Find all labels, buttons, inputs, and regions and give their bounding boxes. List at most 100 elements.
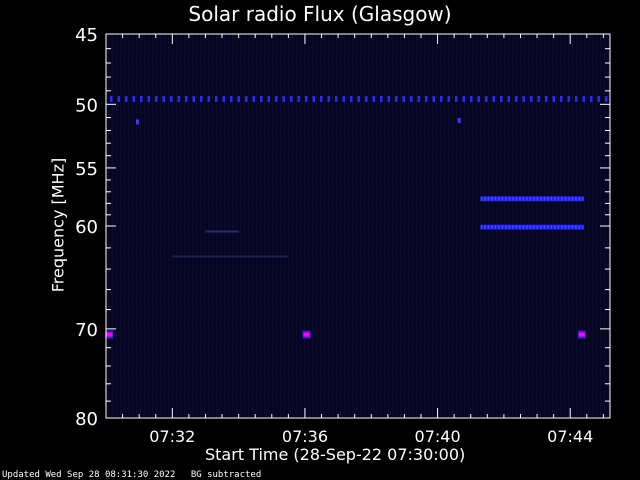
- emission-band-dot: [536, 196, 539, 201]
- emission-band-dot: [543, 196, 546, 201]
- feature-dot: [260, 95, 263, 102]
- feature-dot: [417, 95, 420, 102]
- hotspot: [578, 332, 585, 337]
- emission-band-dot: [484, 225, 486, 230]
- feature-dot: [455, 95, 458, 102]
- feature-dot: [147, 95, 150, 102]
- emission-band-dot: [547, 196, 549, 201]
- feature-dot: [230, 95, 233, 102]
- feature-dot: [537, 95, 540, 102]
- x-tick-label: 07:36: [282, 427, 328, 446]
- feature-dot: [410, 95, 413, 102]
- emission-band-dot: [519, 225, 521, 230]
- feature-dot: [140, 95, 143, 102]
- hotspot: [303, 332, 310, 337]
- emission-band-dot: [491, 225, 493, 230]
- feature-dot: [582, 95, 585, 102]
- feature-dot: [207, 95, 210, 102]
- emission-band-dot: [543, 225, 546, 230]
- feature-dot: [222, 95, 225, 102]
- emission-band-dot: [512, 225, 514, 230]
- emission-band-dot: [582, 196, 584, 201]
- emission-band-dot: [575, 225, 577, 230]
- feature-dot: [387, 95, 390, 102]
- feature-dot: [365, 95, 368, 102]
- emission-band-dot: [571, 196, 574, 201]
- feature-dot: [200, 95, 203, 102]
- feature-dot: [357, 95, 360, 102]
- feature-dot: [136, 119, 139, 125]
- feature-dot: [515, 95, 518, 102]
- emission-band-dot: [487, 225, 490, 230]
- emission-band-dot: [484, 196, 486, 201]
- background-note: BG subtracted: [190, 470, 262, 480]
- feature-dot: [327, 95, 330, 102]
- y-axis-ticks: 45 50 55 60 70 80: [75, 25, 610, 430]
- feature-dot: [245, 95, 248, 102]
- emission-band-dot: [529, 196, 532, 201]
- feature-dot: [395, 95, 398, 102]
- emission-band-dot: [550, 196, 553, 201]
- feature-dot: [372, 95, 375, 102]
- footer: Updated Wed Sep 28 08:31:30 2022 BG subt…: [2, 470, 261, 480]
- y-axis-label: Frequency [MHz]: [48, 157, 68, 293]
- feature-dot: [110, 95, 113, 102]
- feature-dot: [215, 95, 218, 102]
- emission-band-dot: [575, 196, 577, 201]
- emission-band-dot: [561, 196, 563, 201]
- feature-dot: [297, 95, 300, 102]
- feature-dot: [350, 95, 353, 102]
- feature-dot: [237, 95, 240, 102]
- feature-dot: [282, 95, 285, 102]
- emission-band-dot: [508, 225, 511, 230]
- feature-dot: [425, 95, 428, 102]
- emission-band-dot: [512, 196, 514, 201]
- feature-dot: [320, 95, 323, 102]
- y-tick-label: 80: [75, 409, 98, 430]
- feature-dot: [470, 95, 473, 102]
- feature-dot: [267, 95, 270, 102]
- updated-timestamp: Updated Wed Sep 28 08:31:30 2022: [2, 470, 176, 480]
- emission-band-dot: [582, 225, 584, 230]
- emission-band-dot: [501, 225, 504, 230]
- emission-band-dot: [533, 225, 535, 230]
- emission-band-dot: [491, 196, 493, 201]
- x-axis-ticks: 07:32 07:36 07:40 07:44: [122, 34, 604, 446]
- feature-dot: [305, 95, 308, 102]
- feature-dot: [590, 95, 593, 102]
- emission-band-dot: [571, 225, 574, 230]
- emission-band-dot: [522, 196, 525, 201]
- feature-dot: [575, 95, 578, 102]
- feature-dot: [185, 95, 188, 102]
- feature-dot: [457, 118, 461, 124]
- feature-dot: [170, 95, 173, 102]
- emission-band-dot: [578, 225, 581, 230]
- feature-dot: [290, 95, 293, 102]
- emission-band-dot: [536, 225, 539, 230]
- feature-dot: [477, 95, 480, 102]
- feature-dot: [597, 95, 600, 102]
- emission-band-dot: [515, 225, 518, 230]
- emission-band-dot: [554, 225, 556, 230]
- feature-dot: [402, 95, 405, 102]
- feature-dot: [312, 95, 315, 102]
- x-tick-label: 07:32: [149, 427, 195, 446]
- y-tick-label: 50: [75, 95, 98, 116]
- feature-dot: [132, 95, 135, 102]
- spectral-features: [105, 95, 608, 339]
- emission-band-dot: [480, 196, 483, 201]
- feature-dot: [567, 95, 570, 102]
- emission-band-dot: [561, 225, 563, 230]
- feature-dot: [275, 95, 278, 102]
- emission-band-dot: [526, 196, 528, 201]
- emission-band-dot: [529, 225, 532, 230]
- emission-band-dot: [498, 225, 500, 230]
- feature-dot: [507, 95, 510, 102]
- feature-dot: [335, 95, 338, 102]
- feature-dot: [530, 95, 533, 102]
- emission-band-dot: [480, 225, 483, 230]
- emission-band-dot: [554, 196, 556, 201]
- feature-dot: [605, 95, 608, 102]
- faint-signal: [205, 230, 239, 233]
- emission-band-dot: [505, 225, 507, 230]
